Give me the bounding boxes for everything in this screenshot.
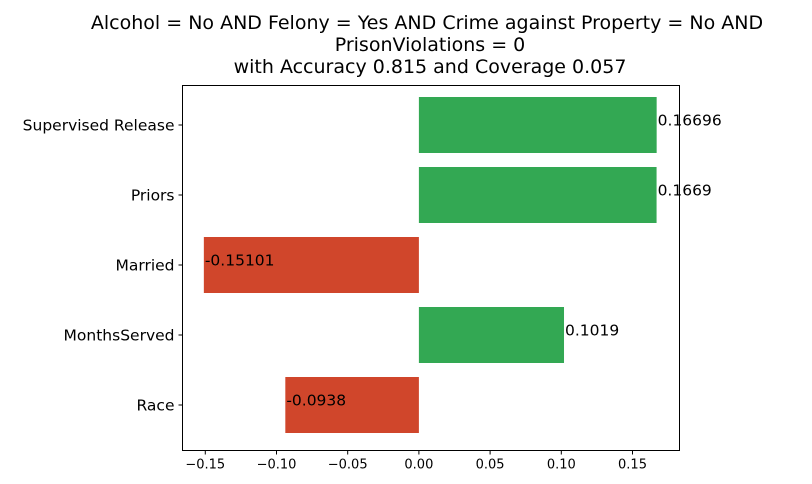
xtick-label-4: 0.05: [476, 458, 505, 473]
data-label-married: -0.15101: [205, 252, 275, 270]
data-label-race: -0.0938: [286, 392, 346, 410]
ytick-label-race: Race: [137, 397, 175, 415]
xtick-label-6: 0.15: [618, 458, 647, 473]
chart-title: Alcohol = No AND Felony = Yes AND Crime …: [91, 12, 763, 78]
plot-area: Supervised Release 0.16696 Priors 0.1669 Mar…: [23, 97, 722, 473]
data-label-priors: 0.1669: [658, 182, 712, 200]
xtick-label-1: −0.10: [257, 458, 297, 473]
ytick-label-supervised-release: Supervised Release: [23, 117, 175, 135]
data-label-supervised-release: 0.16696: [658, 112, 722, 130]
xtick-label-5: 0.10: [547, 458, 576, 473]
bar-supervised-release: [418, 97, 657, 153]
chart-title-line-2: PrisonViolations = 0: [335, 34, 526, 56]
bar-priors: [418, 167, 657, 223]
xtick-label-2: −0.05: [328, 458, 368, 473]
ytick-label-priors: Priors: [131, 187, 175, 205]
chart-title-line-1: Alcohol = No AND Felony = Yes AND Crime …: [91, 12, 763, 34]
xtick-label-3: 0.00: [404, 458, 433, 473]
axes-frame: [182, 85, 680, 451]
chart-title-line-3: with Accuracy 0.815 and Coverage 0.057: [234, 56, 627, 78]
ytick-label-married: Married: [115, 257, 174, 275]
data-label-monthsserved: 0.1019: [565, 322, 619, 340]
xtick-label-0: −0.15: [185, 458, 225, 473]
bar-race: [285, 377, 419, 433]
ytick-label-monthsserved: MonthsServed: [64, 327, 175, 345]
bar-monthsserved: [418, 307, 565, 363]
bar-married: [203, 237, 419, 293]
